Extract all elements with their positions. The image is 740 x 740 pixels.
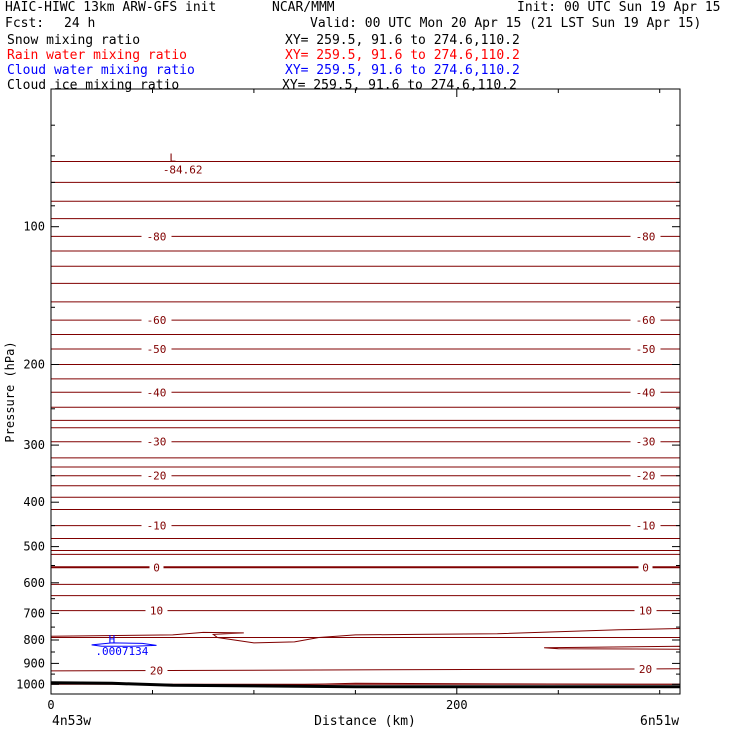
y-tick-label: 700: [23, 606, 45, 620]
contour-label-bg: [630, 230, 661, 243]
forecast-hour: 24 h: [64, 16, 96, 31]
contour-label: 10: [150, 605, 163, 618]
contour-label: 0: [153, 561, 160, 574]
contour-label: 20: [150, 665, 163, 678]
y-tick-label: 300: [23, 438, 45, 452]
contour-label: -60: [636, 314, 656, 327]
ground-surface-line: [50, 681, 680, 689]
contour-label-bg: [638, 561, 653, 574]
contour-label-bg: [145, 604, 168, 617]
contour-label-bg: [141, 469, 172, 482]
contour-label-bg: [141, 343, 172, 355]
rain-field-label: Rain water mixing ratio: [7, 48, 188, 63]
rain-field-xy: XY= 259.5, 91.6 to 274.6,110.2: [285, 48, 520, 63]
y-tick-label: 600: [23, 576, 45, 590]
contour-label: -80: [147, 230, 167, 243]
contour-label: -20: [147, 470, 167, 483]
contour-label: -10: [147, 520, 167, 533]
temperature-contours: -80 -80 -60 -60 -50 -50 -40 -40 -30 -30 -20 -20 -10 -…: [50, 161, 681, 685]
contour-label: -40: [636, 386, 656, 399]
contour-label-bg: [634, 604, 657, 617]
x-tick-label: 200: [446, 698, 468, 712]
contour-label-bg: [141, 519, 172, 532]
x-tick-label: 0: [47, 698, 54, 712]
y-tick-label: 900: [23, 656, 45, 670]
init-time: Init: 00 UTC Sun 19 Apr 15: [517, 0, 721, 15]
contour-label: -30: [147, 436, 167, 449]
cloud-water-field-xy: XY= 259.5, 91.6 to 274.6,110.2: [285, 63, 520, 78]
contour-label-bg: [141, 435, 172, 448]
extremum-marker: L: [169, 152, 176, 165]
contour-label-bg: [141, 386, 172, 399]
contour-label-bg: [630, 435, 661, 448]
contour-label-bg: [149, 561, 164, 574]
y-tick-label: 800: [23, 633, 45, 647]
extremum-value: -84.62: [163, 164, 203, 177]
contour-label-bg: [141, 314, 172, 327]
extremum-value: .0007134: [95, 645, 148, 658]
contour-label: -80: [636, 230, 656, 243]
contour-label-bg: [630, 314, 661, 327]
plot-title: HAIC-HIWC 13km ARW-GFS init: [5, 0, 217, 15]
distance-axis: 0 200: [47, 89, 661, 712]
cloud-features: [50, 628, 681, 686]
forecast-label: Fcst:: [5, 16, 45, 31]
snow-field-xy: XY= 259.5, 91.6 to 274.6,110.2: [285, 33, 520, 48]
extremum-marker: H: [109, 633, 116, 646]
isotherm-line: [274, 682, 681, 686]
contour-label-bg: [630, 386, 661, 399]
contour-label: 20: [639, 663, 652, 676]
contour-label-bg: [145, 664, 168, 677]
isotherm-line: [544, 645, 681, 650]
y-tick-label: 100: [23, 220, 45, 234]
isotherm-line: [50, 628, 681, 644]
plot-frame: [50, 88, 681, 695]
contour-label: -60: [147, 314, 167, 327]
contour-label: -20: [636, 470, 656, 483]
y-axis-label: Pressure (hPa): [3, 341, 17, 442]
cloud-water-field-label: Cloud water mixing ratio: [7, 63, 195, 78]
cloud-water-contour: [91, 642, 157, 647]
valid-time: Valid: 00 UTC Mon 20 Apr 15 (21 LST Sun …: [310, 16, 702, 31]
contour-label: -30: [636, 436, 656, 449]
contour-label: 10: [639, 605, 652, 618]
x-axis-label: Distance (km): [314, 714, 416, 729]
contour-label: 0: [642, 561, 649, 574]
contour-label: -50: [147, 343, 167, 356]
plot-source: NCAR/MMM: [272, 0, 335, 15]
contour-label-bg: [141, 230, 172, 243]
y-tick-label: 200: [23, 358, 45, 372]
contour-label-bg: [630, 469, 661, 482]
snow-field-label: Snow mixing ratio: [7, 33, 141, 48]
isotherm-line: [50, 668, 681, 672]
left-endpoint-label: 4n53w: [52, 714, 91, 729]
contour-label: -40: [147, 386, 167, 399]
contour-label-bg: [630, 519, 661, 532]
contour-label: -10: [636, 520, 656, 533]
contour-label-bg: [634, 662, 657, 675]
y-tick-label: 500: [23, 540, 45, 554]
y-tick-label: 400: [23, 495, 45, 509]
point-labels: L-84.62 H.0007134: [95, 152, 202, 658]
right-endpoint-label: 6n51w: [640, 714, 679, 729]
contour-label: -50: [636, 343, 656, 356]
contour-label-bg: [630, 343, 661, 355]
y-tick-label: 1000: [16, 677, 45, 691]
